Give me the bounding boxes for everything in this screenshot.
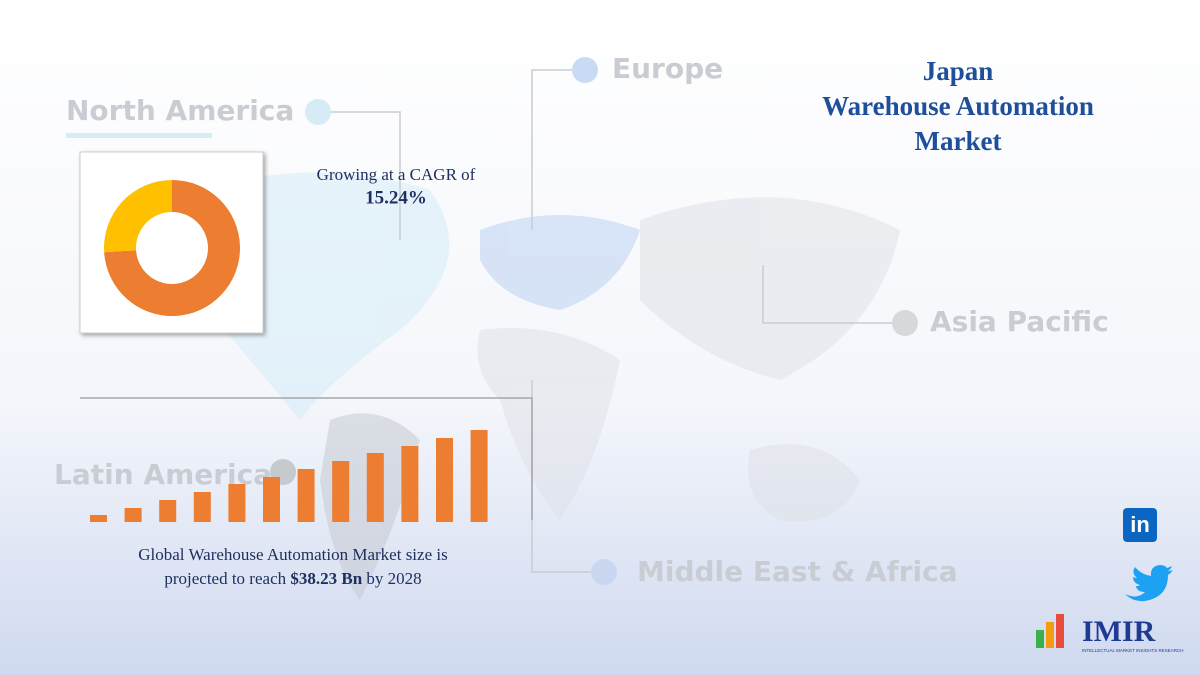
bar xyxy=(159,500,177,522)
world-map xyxy=(180,172,900,600)
bar xyxy=(228,484,246,522)
region-dot xyxy=(305,99,331,125)
projection-text: projected to reach $38.23 Bn by 2028 xyxy=(164,569,421,588)
logo-bar xyxy=(1036,630,1044,648)
region-label: Asia Pacific xyxy=(930,305,1109,338)
projection-text: Global Warehouse Automation Market size … xyxy=(138,545,447,564)
text: by 2028 xyxy=(366,569,421,588)
connector xyxy=(330,111,401,240)
logo-bar xyxy=(1056,614,1064,648)
cagr-text: Growing at a CAGR of xyxy=(317,165,476,184)
linkedin-icon[interactable] xyxy=(1123,508,1157,542)
twitter-icon[interactable] xyxy=(1125,565,1173,602)
bar xyxy=(470,430,488,522)
region-label: North America xyxy=(66,94,294,127)
bar xyxy=(401,446,419,522)
connector xyxy=(762,265,892,324)
bar-frame xyxy=(80,397,533,520)
underline xyxy=(66,133,212,138)
bar xyxy=(332,461,350,522)
logo-name: IMIR xyxy=(1082,615,1156,648)
cagr-value: 15.24% xyxy=(365,187,427,208)
title: Japan xyxy=(923,56,994,86)
donut-chart xyxy=(104,180,240,316)
title: Market xyxy=(915,126,1002,156)
bar xyxy=(90,515,107,522)
logo: IMIR INTELLECTUAL MARKET INSIGHTS RESEAR… xyxy=(1036,614,1184,653)
region-dot xyxy=(572,57,598,83)
logo-tagline: INTELLECTUAL MARKET INSIGHTS RESEARCH xyxy=(1082,648,1184,653)
donut-segment xyxy=(104,180,240,316)
bar xyxy=(193,492,211,522)
bar xyxy=(366,453,384,522)
region-dot xyxy=(892,310,918,336)
text: projected to reach xyxy=(164,569,286,588)
amount: $38.23 Bn xyxy=(290,569,362,588)
logo-bar xyxy=(1046,622,1054,648)
bar xyxy=(297,469,315,522)
region-dot xyxy=(591,559,617,585)
bar xyxy=(124,508,142,522)
bar xyxy=(263,477,280,522)
donut-segment xyxy=(104,180,172,253)
title: Warehouse Automation xyxy=(822,91,1094,121)
region-label: Europe xyxy=(612,52,723,85)
region-label: Middle East & Africa xyxy=(637,555,958,588)
bar xyxy=(436,438,453,522)
connector xyxy=(531,69,572,230)
bar-chart xyxy=(90,430,488,522)
linkedin-label: in xyxy=(1130,512,1150,537)
